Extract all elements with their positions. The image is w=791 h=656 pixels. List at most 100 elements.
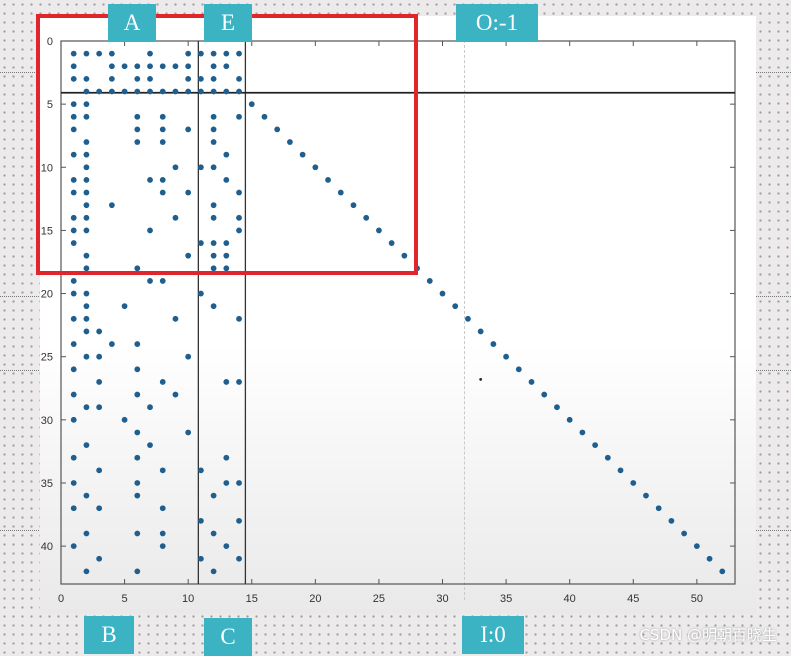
nonzero-marker — [83, 328, 90, 335]
x-tick-label: 10 — [182, 593, 194, 605]
nonzero-marker — [210, 126, 217, 133]
label-i: I:0 — [462, 616, 524, 654]
nonzero-marker — [185, 88, 192, 95]
nonzero-marker — [147, 227, 153, 234]
nonzero-marker — [96, 404, 103, 411]
label-o: O:-1 — [456, 4, 538, 42]
nonzero-marker — [83, 442, 90, 448]
nonzero-marker — [83, 404, 90, 411]
diagonal-marker — [515, 366, 522, 373]
nonzero-marker — [172, 88, 179, 95]
diagonal-marker — [668, 517, 675, 524]
diagonal-marker — [655, 505, 662, 512]
diagonal-marker — [376, 227, 382, 234]
nonzero-marker — [70, 341, 77, 347]
nonzero-marker — [96, 50, 103, 57]
plot-frame — [60, 40, 736, 585]
nonzero-marker — [70, 416, 77, 423]
nonzero-marker — [121, 416, 128, 423]
nonzero-marker — [236, 75, 242, 82]
label-b: B — [84, 616, 134, 654]
nonzero-marker — [210, 214, 217, 221]
nonzero-marker — [159, 139, 166, 145]
diagonal-marker — [363, 214, 370, 221]
plot-paper — [40, 16, 756, 614]
x-tick-label: 15 — [246, 593, 258, 605]
nonzero-marker — [108, 63, 115, 70]
nonzero-marker — [197, 50, 204, 57]
nonzero-marker — [159, 505, 166, 512]
watermark: CSDN @明朝百晓生 — [639, 626, 777, 644]
diagonal-marker — [554, 404, 560, 411]
diagonal-marker — [503, 353, 509, 360]
nonzero-marker — [236, 88, 242, 95]
nonzero-marker — [172, 164, 179, 171]
nonzero-marker — [172, 315, 179, 322]
nonzero-marker — [223, 480, 230, 486]
nonzero-marker — [223, 177, 230, 183]
nonzero-marker — [70, 126, 77, 133]
nonzero-marker — [159, 126, 166, 133]
nonzero-marker — [83, 101, 90, 108]
nonzero-marker — [210, 568, 217, 575]
x-tick-label: 40 — [564, 593, 576, 605]
diagonal-marker — [681, 530, 688, 537]
diagonal-marker — [337, 189, 344, 196]
nonzero-marker — [185, 353, 192, 360]
nonzero-marker — [159, 88, 166, 95]
nonzero-marker — [83, 88, 90, 95]
nonzero-marker — [147, 75, 153, 82]
nonzero-marker — [236, 555, 242, 562]
diagonal-marker — [401, 252, 408, 259]
nonzero-marker — [96, 467, 103, 474]
nonzero-marker — [147, 442, 153, 448]
nonzero-marker — [147, 63, 153, 70]
nonzero-marker — [134, 391, 141, 398]
diagonal-marker — [490, 341, 497, 347]
nonzero-marker — [83, 290, 90, 297]
diagonal-marker — [287, 139, 293, 145]
x-tick-label: 45 — [627, 593, 639, 605]
guide-dashed-line — [464, 40, 465, 600]
nonzero-marker — [108, 75, 115, 82]
nonzero-marker — [83, 492, 90, 499]
nonzero-marker — [236, 480, 242, 486]
nonzero-marker — [70, 50, 77, 57]
nonzero-marker — [197, 88, 204, 95]
diagonal-marker — [426, 278, 433, 284]
nonzero-marker — [185, 75, 192, 82]
nonzero-marker — [159, 63, 166, 70]
nonzero-marker — [96, 505, 103, 512]
nonzero-marker — [210, 75, 217, 82]
nonzero-marker — [197, 517, 204, 524]
nonzero-marker — [134, 480, 141, 486]
nonzero-marker — [83, 568, 90, 575]
nonzero-marker — [83, 252, 90, 259]
nonzero-marker — [185, 63, 192, 70]
diagonal-marker — [630, 480, 637, 486]
nonzero-marker — [147, 404, 153, 411]
nonzero-marker — [223, 88, 230, 95]
nonzero-marker — [83, 214, 90, 221]
nonzero-marker — [70, 240, 77, 246]
nonzero-marker — [159, 113, 166, 120]
nonzero-marker — [172, 214, 179, 221]
nonzero-marker — [223, 151, 230, 158]
diagonal-marker — [592, 442, 599, 448]
nonzero-marker — [172, 391, 179, 398]
nonzero-marker — [96, 353, 103, 360]
diagonal-marker — [452, 303, 459, 310]
diagonal-marker — [274, 126, 281, 133]
diagonal-marker — [325, 177, 331, 183]
nonzero-marker — [223, 50, 230, 57]
nonzero-marker — [70, 315, 77, 322]
nonzero-marker — [236, 227, 242, 234]
nonzero-marker — [134, 88, 141, 95]
nonzero-marker — [210, 265, 217, 272]
highlight-rectangle — [36, 14, 418, 275]
nonzero-marker — [147, 177, 153, 183]
nonzero-marker — [210, 202, 217, 209]
nonzero-marker — [147, 88, 153, 95]
nonzero-marker — [108, 341, 115, 347]
